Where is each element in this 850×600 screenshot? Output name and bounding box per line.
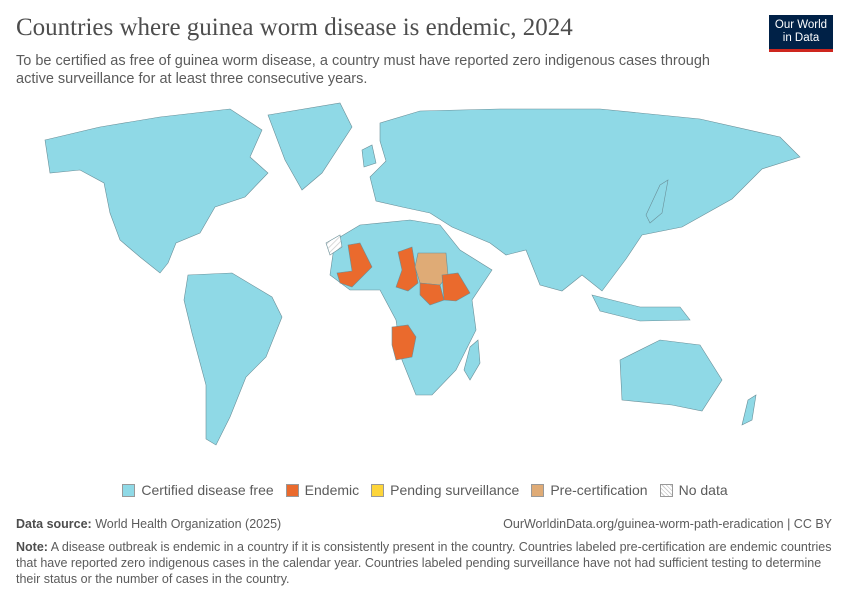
country-ethiopia[interactable] [441,272,471,302]
legend-item[interactable]: Pre-certification [531,482,648,498]
page-title: Countries where guinea worm disease is e… [16,14,573,41]
legend-swatch [122,483,136,497]
japan[interactable] [645,179,669,224]
madagascar[interactable] [463,339,481,381]
legend-label: Pre-certification [550,482,648,498]
indonesia[interactable] [591,294,691,322]
owid-logo[interactable]: Our World in Data [769,15,833,52]
legend-swatch [531,483,545,497]
country-western-sahara[interactable] [325,234,343,256]
legend-label: Certified disease free [141,482,274,498]
country-mali[interactable] [336,242,373,288]
eurasia[interactable] [369,108,801,292]
north-america[interactable] [44,108,269,274]
country-south-sudan[interactable] [419,282,445,306]
country-chad[interactable] [395,246,419,292]
legend: Certified disease free Endemic Pending sur… [0,482,850,498]
greenland[interactable] [267,102,353,191]
legend-swatch [371,483,385,497]
note-text: A disease outbreak is endemic in a count… [16,540,832,586]
legend-label: Endemic [304,482,360,498]
source-url[interactable]: OurWorldinData.org/guinea-worm-path-erad… [503,517,832,531]
country-angola[interactable] [391,324,417,361]
subtitle: To be certified as free of guinea worm d… [16,53,710,87]
note: Note: A disease outbreak is endemic in a… [16,539,836,587]
legend-swatch [285,483,299,497]
legend-swatch [659,483,673,497]
source-text: World Health Organization (2025) [95,517,282,531]
legend-label: Pending surveillance [390,482,520,498]
note-label: Note: [16,540,48,554]
new-zealand[interactable] [741,394,757,426]
data-source: Data source: World Health Organization (… [16,517,281,531]
status-regions [325,234,471,361]
uk[interactable] [361,144,377,168]
australia[interactable] [619,339,723,412]
source-label: Data source: [16,517,92,531]
legend-item[interactable]: Pending surveillance [371,482,519,498]
legend-label: No data [678,482,728,498]
legend-item[interactable]: Endemic [285,482,360,498]
legend-item[interactable]: No data [659,482,728,498]
south-america[interactable] [183,272,283,446]
world-map [44,102,801,446]
legend-item[interactable]: Certified disease free [122,482,274,498]
